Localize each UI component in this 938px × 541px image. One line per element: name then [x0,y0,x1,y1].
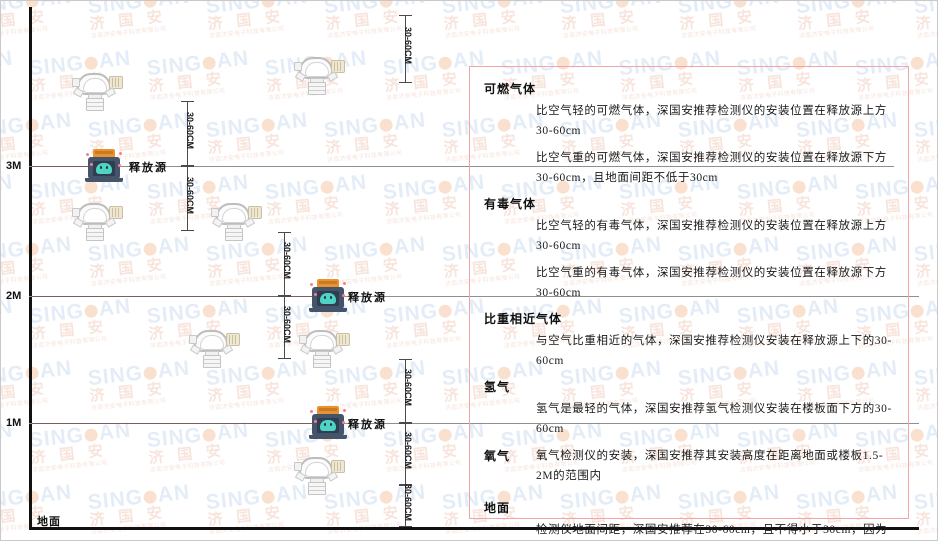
y-axis [29,7,32,527]
release-source-label: 释放源 [348,419,387,431]
gas-detector-icon [296,326,350,368]
guidance-heading: 氢气 [484,380,511,394]
dimension-line [399,423,412,485]
gas-detector-icon [291,53,345,95]
gas-detector-icon [69,69,123,111]
x-axis [29,527,919,530]
dimension-line [181,166,194,231]
guidance-paragraph: 比空气轻的可燃气体，深国安推荐检测仪的安装位置在释放源上方30-60cm [536,105,887,137]
guidance-heading: 氧气 [484,449,511,463]
guidance-panel: 可燃气体比空气轻的可燃气体，深国安推荐检测仪的安装位置在释放源上方30-60cm… [469,66,909,536]
gas-detector-icon [186,326,240,368]
release-source-leader-line [32,296,316,297]
guidance-paragraph: 氢气是最轻的气体，深国安推荐氢气检测仪安装在楼板面下方的30-60cm [536,403,892,435]
release-source-icon [308,279,348,313]
guidance-heading: 地面 [484,501,511,515]
dimension-label: 30-60CM [403,27,413,65]
guidance-paragraph: 氧气检测仪的安装，深国安推荐其安装高度在距离地面或楼板1.5-2M的范围内 [536,450,884,482]
grid-line-1m [29,423,919,424]
dimension-line [399,359,412,423]
dimension-label: 30-60CM [403,484,413,522]
dimension-line [399,485,412,527]
release-source-icon [308,406,348,440]
guidance-section: 氧气 氧气检测仪的安装，深国安推荐其安装高度在距离地面或楼板1.5-2M的范围内 [484,446,894,493]
guidance-heading: 可燃气体 [484,82,537,96]
release-source-leader-line [32,423,316,424]
axis-tick-label: 1M [6,417,22,429]
dimension-label: 30-60CM [403,432,413,470]
dimension-label: 30-60CM [403,369,413,407]
dimension-label: 30-60CM [185,111,195,149]
gas-detector-icon [208,199,262,241]
guidance-heading: 比重相近气体 [484,312,563,326]
guidance-paragraph: 比空气轻的有毒气体，深国安推荐检测仪的安装位置在释放源上方30-60cm [536,220,887,252]
ground-label: 地面 [37,516,61,528]
dimension-label: 30-60CM [282,305,292,343]
dimension-line [399,15,412,83]
dimension-line [278,296,291,359]
axis-tick-label: 3M [6,160,22,172]
dimension-label: 30-60CM [185,176,195,214]
guidance-paragraph: 检测仪地面间距，深国安推荐在30-60cm，且不得小于30cm，因为过低容易水溅… [536,524,888,536]
gas-detector-icon [291,453,345,495]
grid-line-3m [29,166,894,167]
dimension-line [181,101,194,166]
guidance-paragraph: 与空气比重相近的气体，深国安推荐检测仪安装在释放源上下的30-60cm [536,335,892,367]
gas-detector-icon [69,199,123,241]
release-source-label: 释放源 [348,292,387,304]
release-source-icon [84,149,124,183]
guidance-paragraph: 比空气重的可燃气体，深国安推荐检测仪的安装位置在释放源下方30-60cm，且地面… [536,152,887,184]
axis-tick-label: 2M [6,290,22,302]
dimension-line [278,232,291,296]
release-source-label: 释放源 [129,162,168,174]
release-source-leader-line [32,166,92,167]
grid-line-2m [29,296,919,297]
dimension-label: 30-60CM [282,242,292,280]
guidance-heading: 有毒气体 [484,197,537,211]
guidance-paragraph: 比空气重的有毒气体，深国安推荐检测仪的安装位置在释放源下方30-60cm [536,267,887,299]
